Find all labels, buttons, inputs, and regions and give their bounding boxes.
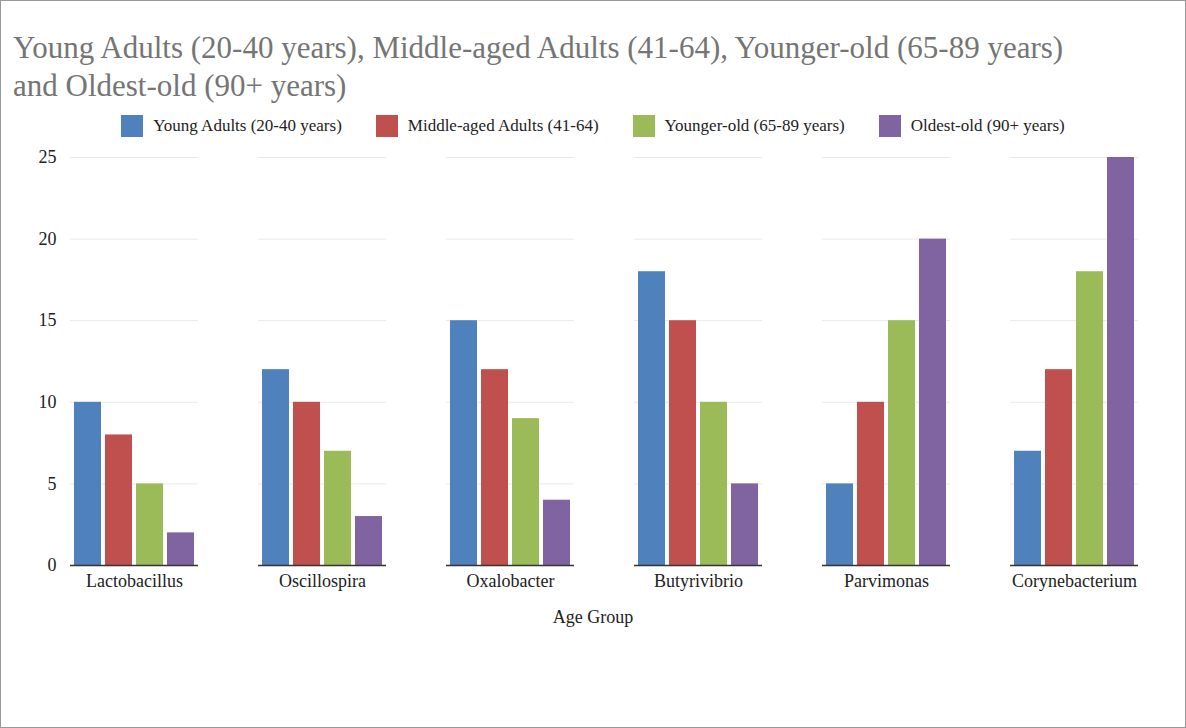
svg-text:5: 5 [48,474,57,494]
html-text:Middle-aged Adults (41-64): Middle-aged Adults (41-64) [407,116,599,135]
svg-text:20: 20 [39,229,57,249]
svg-text:Butyrivibrio: Butyrivibrio [654,571,743,591]
html-text:Young Adults (20-40 years): Young Adults (20-40 years) [153,116,342,135]
svg-text:Parvimonas: Parvimonas [844,571,929,591]
html-text:Age Group: Age Group [552,607,634,627]
svg-text:25: 25 [39,147,57,167]
svg-text:Corynebacterium: Corynebacterium [1012,571,1137,591]
svg-text:10: 10 [39,392,57,412]
svg-text:Lactobacillus: Lactobacillus [86,571,183,591]
svg-text:Oscillospira: Oscillospira [279,571,366,591]
html-text:Young Adults (20-40 years), Mi: Young Adults (20-40 years), Middle-aged … [13,30,1064,103]
html-text:Oldest-old (90+ years): Oldest-old (90+ years) [910,116,1065,135]
svg-text:0: 0 [48,555,57,575]
svg-text:15: 15 [39,310,57,330]
svg-text:Oxalobacter: Oxalobacter [467,571,555,591]
html-text:Younger-old (65-89 years): Younger-old (65-89 years) [664,116,845,135]
